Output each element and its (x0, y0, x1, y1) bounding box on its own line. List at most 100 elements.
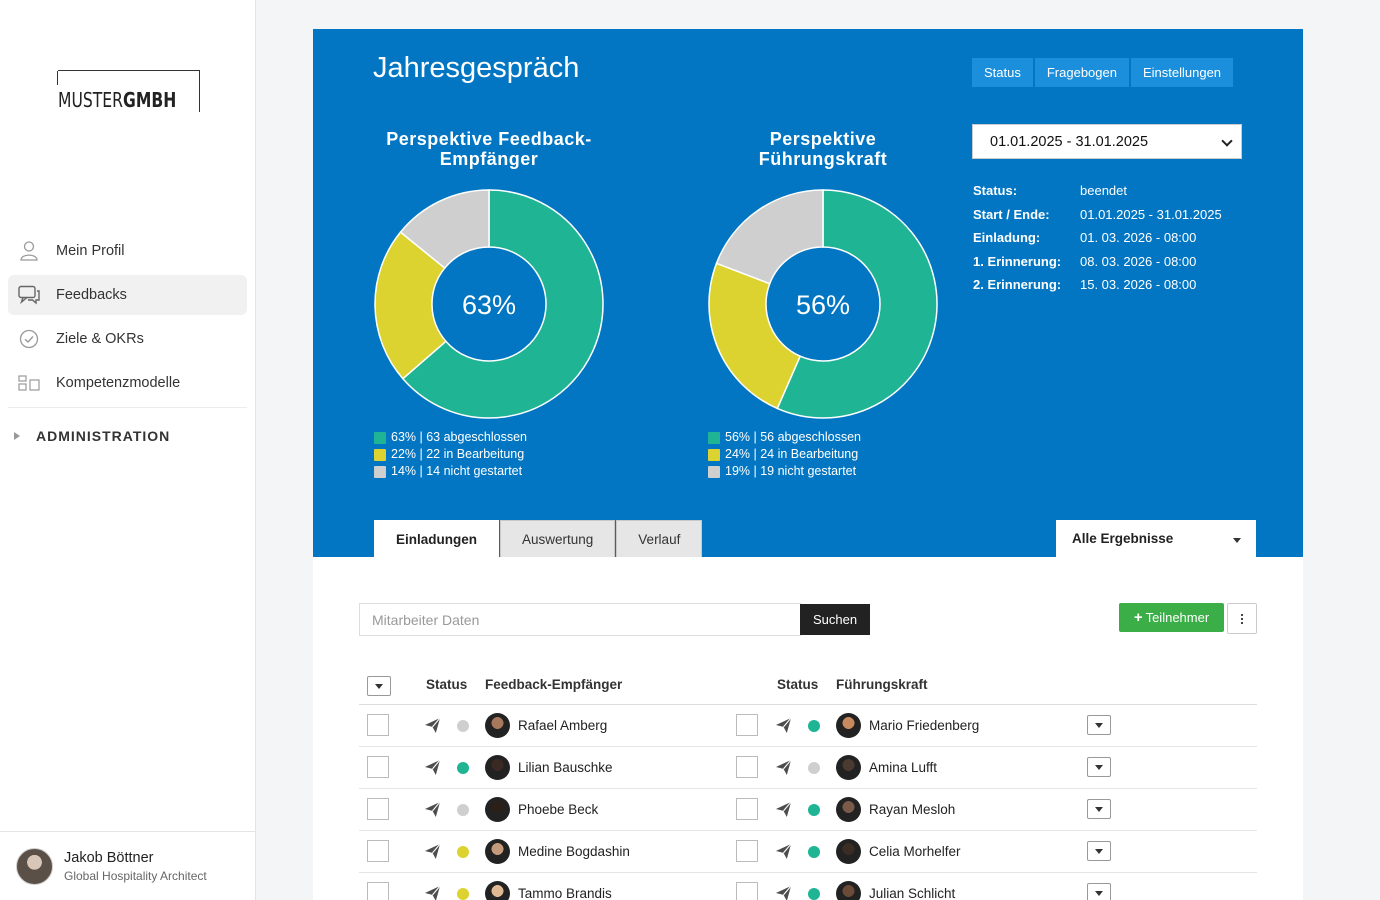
send-icon[interactable] (775, 759, 792, 776)
recipient-name[interactable]: Rafael Amberg (518, 718, 608, 733)
manager-checkbox[interactable] (736, 714, 758, 736)
nav-item-label: Feedbacks (56, 287, 127, 303)
user-icon (18, 240, 40, 262)
status-dot (808, 846, 820, 858)
recipient-name[interactable]: Lilian Bauschke (518, 760, 613, 775)
tab-verlauf[interactable]: Verlauf (616, 520, 703, 557)
row-actions-dropdown[interactable] (1087, 799, 1111, 819)
row-actions-dropdown[interactable] (1087, 715, 1111, 735)
nav-item-ziele-okrs[interactable]: Ziele & OKRs (8, 319, 247, 359)
donut-chart-manager: 56% (708, 189, 938, 419)
send-icon[interactable] (424, 801, 441, 818)
manager-name[interactable]: Celia Morhelfer (869, 844, 961, 859)
einstellungen-button[interactable]: Einstellungen (1130, 58, 1234, 87)
legend-item: 63% | 63 abgeschlossen (374, 429, 527, 446)
add-participant-button[interactable]: + Teilnehmer (1119, 603, 1224, 632)
manager-name[interactable]: Amina Lufft (869, 760, 938, 775)
status-dot (457, 762, 469, 774)
donut-slice[interactable] (374, 231, 447, 380)
send-icon[interactable] (775, 885, 792, 900)
status-dot (457, 720, 469, 732)
donut-chart-recipient: 63% (374, 189, 604, 419)
donut-center-label: 56% (796, 290, 850, 320)
recipient-name[interactable]: Medine Bogdashin (518, 844, 630, 859)
avatar (485, 755, 510, 780)
recipient-checkbox[interactable] (367, 714, 389, 736)
header-button-group: Status Fragebogen Einstellungen (972, 58, 1235, 87)
info-value: 01. 03. 2026 - 08:00 (1080, 230, 1197, 246)
search-placeholder: Mitarbeiter Daten (372, 611, 480, 628)
avatar (485, 797, 510, 822)
caret-down-icon (1095, 722, 1103, 728)
status-dot (457, 804, 469, 816)
send-icon[interactable] (424, 843, 441, 860)
donut-slice[interactable] (401, 189, 604, 419)
manager-checkbox[interactable] (736, 882, 758, 900)
search-button[interactable]: Suchen (800, 604, 870, 635)
search-input[interactable]: Mitarbeiter Daten (359, 603, 801, 636)
donut-slice[interactable] (776, 189, 938, 419)
donut-slice[interactable] (399, 189, 490, 270)
info-key: 1. Erinnerung: (973, 253, 1062, 269)
donut-slice[interactable] (715, 189, 824, 285)
send-icon[interactable] (424, 717, 441, 734)
manager-name[interactable]: Mario Friedenberg (869, 718, 980, 733)
company-logo[interactable]: MUSTERGMBH (57, 70, 200, 112)
send-icon[interactable] (775, 843, 792, 860)
recipient-checkbox[interactable] (367, 882, 389, 900)
info-value: 08. 03. 2026 - 08:00 (1080, 253, 1197, 269)
recipient-checkbox[interactable] (367, 756, 389, 778)
blocks-icon (18, 372, 40, 394)
info-row: Start / Ende: 01.01.2025 - 31.01.2025 (973, 203, 1222, 227)
legend-label: 14% | 14 nicht gestartet (391, 464, 523, 478)
table-body: Rafael Amberg Mario Friedenberg Lilian Bau… (359, 705, 1257, 900)
legend-swatch (374, 448, 386, 461)
header-status-manager: Status (777, 677, 819, 692)
info-row: 2. Erinnerung: 15. 03. 2026 - 08:00 (973, 273, 1222, 297)
nav-item-feedbacks[interactable]: Feedbacks (8, 275, 247, 315)
recipient-checkbox[interactable] (367, 798, 389, 820)
administration-toggle[interactable]: ADMINISTRATION (14, 428, 170, 444)
results-filter-select[interactable]: Alle Ergebnisse (1056, 520, 1256, 557)
date-range-select[interactable]: 01.01.2025 - 31.01.2025 (972, 124, 1242, 159)
send-icon[interactable] (775, 717, 792, 734)
status-button[interactable]: Status (972, 58, 1033, 87)
row-actions-dropdown[interactable] (1087, 841, 1111, 861)
tab-einladungen[interactable]: Einladungen (374, 520, 499, 557)
tab-auswertung[interactable]: Auswertung (500, 520, 616, 557)
send-icon[interactable] (775, 801, 792, 818)
legend-swatch (708, 465, 720, 478)
logo-text-light: MUSTER (58, 88, 124, 112)
info-row: 1. Erinnerung: 08. 03. 2026 - 08:00 (973, 250, 1222, 274)
participants-table: Status Feedback-Empfänger Status Führung… (359, 669, 1257, 900)
nav-divider (8, 407, 247, 408)
caret-right-icon (14, 432, 20, 440)
header-status-recipient: Status (426, 677, 468, 692)
fragebogen-button[interactable]: Fragebogen (1034, 58, 1129, 87)
manager-name[interactable]: Julian Schlicht (869, 886, 956, 900)
recipient-name[interactable]: Phoebe Beck (518, 802, 599, 817)
manager-checkbox[interactable] (736, 840, 758, 862)
nav-item-kompetenzmodelle[interactable]: Kompetenzmodelle (8, 363, 247, 403)
more-options-button[interactable] (1227, 603, 1257, 634)
send-icon[interactable] (424, 885, 441, 900)
manager-checkbox[interactable] (736, 756, 758, 778)
row-actions-dropdown[interactable] (1087, 883, 1111, 900)
legend-label: 63% | 63 abgeschlossen (391, 430, 527, 444)
recipient-checkbox[interactable] (367, 840, 389, 862)
manager-name[interactable]: Rayan Mesloh (869, 802, 956, 817)
row-actions-dropdown[interactable] (1087, 757, 1111, 777)
user-profile[interactable]: Jakob Böttner Global Hospitality Archite… (0, 831, 256, 900)
legend-item: 14% | 14 nicht gestartet (374, 463, 527, 480)
nav-item-mein-profil[interactable]: Mein Profil (8, 231, 247, 271)
manager-checkbox[interactable] (736, 798, 758, 820)
user-name: Jakob Böttner (64, 850, 154, 866)
info-key: Status: (973, 183, 1018, 199)
recipient-name[interactable]: Tammo Brandis (518, 886, 612, 900)
legend-item: 22% | 22 in Bearbeitung (374, 446, 527, 463)
status-dot (808, 804, 820, 816)
donut-slice[interactable] (708, 262, 802, 410)
bulk-select-dropdown[interactable] (367, 676, 391, 696)
legend-swatch (374, 465, 386, 478)
send-icon[interactable] (424, 759, 441, 776)
